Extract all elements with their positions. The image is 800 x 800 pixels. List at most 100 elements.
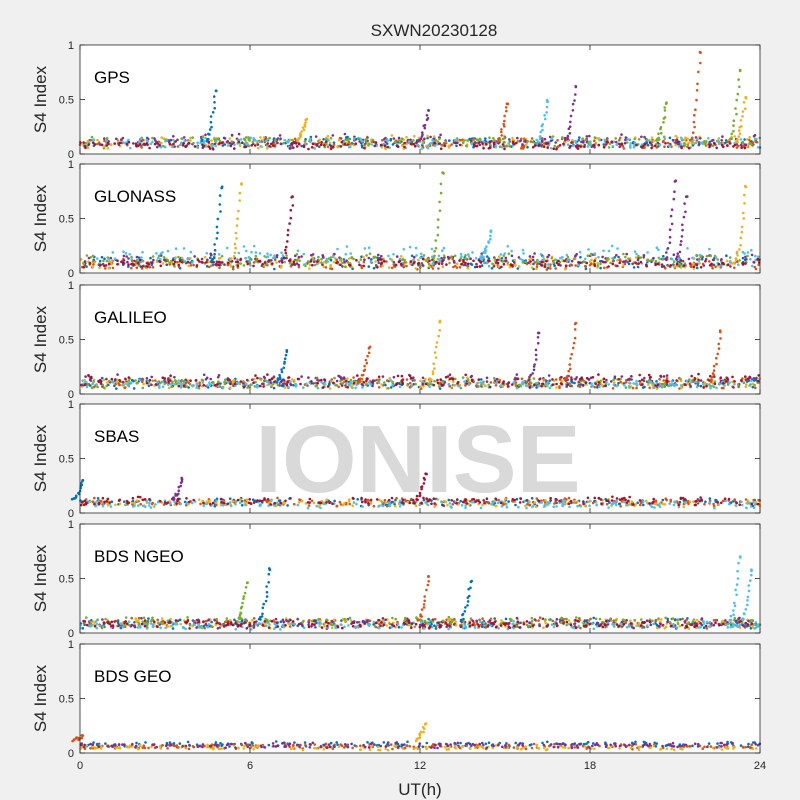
data-point: [418, 503, 422, 507]
data-point: [342, 376, 346, 379]
data-point: [176, 138, 179, 142]
data-point: [99, 382, 103, 385]
data-point: [302, 263, 306, 267]
data-point: [597, 255, 600, 259]
plot-area: [80, 45, 760, 154]
data-point: [742, 381, 746, 385]
data-point: [88, 261, 92, 265]
data-point: [417, 262, 420, 265]
data-point: [305, 382, 308, 386]
data-point: [433, 141, 437, 145]
data-point: [157, 384, 161, 388]
data-point: [597, 143, 600, 147]
data-point: [621, 144, 625, 148]
data-point: [351, 496, 355, 500]
data-point: [675, 262, 679, 266]
data-point: [140, 256, 143, 259]
data-point: [108, 501, 111, 504]
data-point: [478, 501, 482, 504]
peak-point: [365, 361, 369, 365]
peak-point: [278, 376, 282, 379]
data-point: [99, 499, 103, 503]
data-point: [186, 260, 190, 264]
data-point: [625, 141, 629, 144]
data-point: [609, 261, 612, 265]
data-point: [716, 258, 719, 261]
peak-point: [433, 254, 436, 258]
data-point: [226, 380, 229, 384]
data-point: [557, 263, 561, 266]
data-point: [308, 263, 312, 267]
data-point: [613, 501, 616, 505]
data-point: [537, 499, 541, 503]
data-point: [447, 146, 451, 149]
data-point: [642, 503, 645, 507]
data-point: [720, 143, 724, 147]
data-point: [562, 142, 565, 146]
data-point: [355, 258, 358, 262]
data-point: [739, 143, 743, 147]
data-point: [171, 145, 174, 149]
data-point: [283, 386, 287, 389]
data-point: [190, 501, 194, 505]
data-point: [545, 268, 549, 271]
data-point: [640, 135, 643, 139]
data-point: [92, 141, 95, 145]
data-point: [82, 503, 86, 507]
data-point: [463, 380, 466, 383]
data-point: [585, 135, 589, 138]
data-point: [460, 503, 464, 507]
data-point: [273, 504, 276, 507]
data-point: [322, 260, 326, 264]
data-point: [118, 141, 122, 145]
data-point: [110, 500, 114, 504]
data-point: [412, 383, 416, 386]
peak-max-point: [180, 477, 184, 481]
data-point: [668, 502, 671, 505]
data-point: [428, 385, 431, 389]
data-point: [720, 139, 723, 142]
peak-point: [284, 353, 288, 357]
data-point: [484, 384, 487, 387]
data-point: [744, 262, 747, 265]
data-point: [115, 387, 118, 390]
data-point: [561, 255, 564, 259]
panel-label: GPS: [94, 68, 130, 87]
data-point: [297, 501, 301, 504]
data-point: [455, 266, 459, 269]
data-point: [116, 139, 120, 142]
data-point: [360, 139, 364, 143]
data-point: [127, 376, 131, 379]
data-point: [708, 140, 711, 144]
data-point: [383, 498, 387, 502]
data-point: [394, 383, 398, 387]
data-point: [647, 383, 650, 386]
data-point: [237, 132, 241, 136]
peak-point: [732, 119, 736, 122]
data-point: [652, 139, 655, 143]
data-point: [367, 256, 371, 260]
peak-point: [678, 250, 682, 254]
data-point: [405, 378, 409, 381]
data-point: [320, 378, 323, 382]
data-point: [458, 259, 461, 262]
data-point: [91, 260, 95, 263]
peak-point: [534, 358, 538, 361]
data-point: [346, 143, 350, 146]
data-point: [733, 135, 736, 138]
data-point: [722, 382, 725, 385]
data-point: [699, 384, 703, 388]
data-point: [80, 500, 84, 504]
data-point: [215, 497, 219, 501]
data-point: [428, 259, 431, 263]
data-point: [84, 375, 87, 378]
data-point: [107, 379, 111, 383]
data-point: [219, 382, 222, 385]
data-point: [142, 142, 146, 146]
data-point: [658, 143, 662, 147]
data-point: [140, 267, 144, 270]
data-point: [579, 255, 582, 259]
data-point: [584, 264, 587, 268]
data-point: [180, 137, 183, 140]
